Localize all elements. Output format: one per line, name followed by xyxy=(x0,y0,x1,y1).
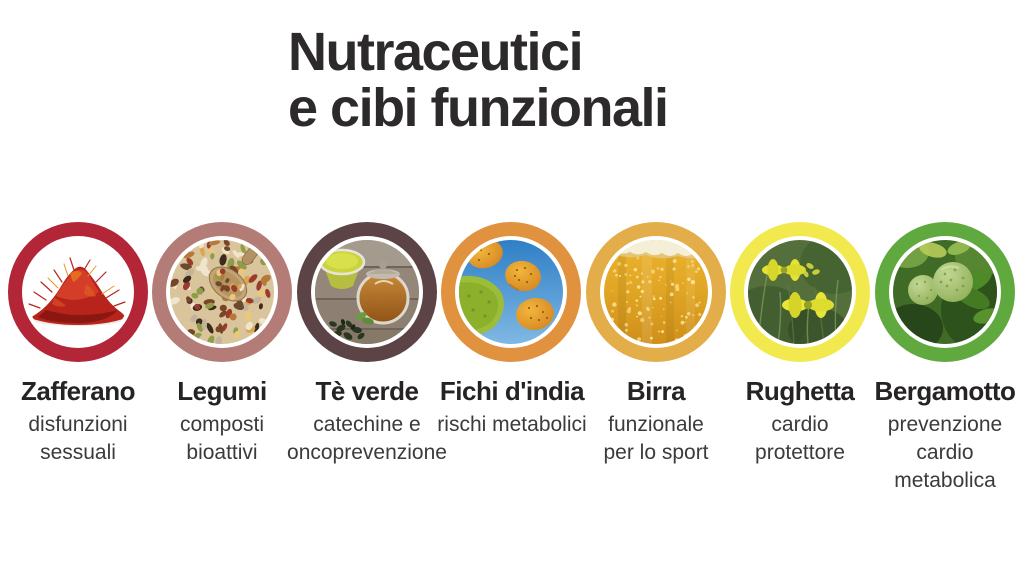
item-description: funzionale per lo sport xyxy=(603,413,709,464)
circle-rughetta xyxy=(730,222,870,362)
item-name: Rughetta xyxy=(745,376,855,406)
item-description: composti bioattivi xyxy=(179,413,265,464)
legumes-photo xyxy=(170,240,274,344)
label-legumi: Legumi composti bioattivi xyxy=(122,376,322,467)
green-tea-photo xyxy=(315,240,419,344)
label-bergamotto: Bergamotto prevenzione cardio metabolica xyxy=(845,376,1024,495)
prickly-pear-photo xyxy=(459,240,563,344)
beer-photo xyxy=(604,240,708,344)
item-name: Zafferano xyxy=(21,376,135,406)
item-description: disfunzioni sessuali xyxy=(28,413,128,464)
item-name: Fichi d'india xyxy=(439,376,585,406)
circle-birra xyxy=(586,222,726,362)
label-rughetta: Rughetta cardio protettore xyxy=(700,376,900,467)
bergamot-photo xyxy=(893,240,997,344)
page-title: Nutraceutici e cibi funzionali xyxy=(288,22,669,138)
item-description: catechine e oncoprevenzione xyxy=(287,413,447,464)
page-title-line2: e cibi funzionali xyxy=(288,78,669,138)
item-name: Birra xyxy=(626,376,686,406)
page-title-line1: Nutraceutici xyxy=(288,22,584,82)
item-name: Legumi xyxy=(177,376,267,406)
label-zafferano: Zafferano disfunzioni sessuali xyxy=(0,376,178,467)
circle-bergamotto xyxy=(875,222,1015,362)
item-description: cardio protettore xyxy=(755,413,845,464)
saffron-photo xyxy=(26,240,130,344)
item-name: Bergamotto xyxy=(874,376,1016,406)
circle-zafferano xyxy=(8,222,148,362)
circle-fichi-india xyxy=(441,222,581,362)
circle-te-verde xyxy=(297,222,437,362)
arugula-flowers-photo xyxy=(748,240,852,344)
label-fichi-india: Fichi d'india rischi metabolici xyxy=(412,376,612,439)
item-description: rischi metabolici xyxy=(437,413,587,436)
item-description: prevenzione cardio metabolica xyxy=(887,413,1003,492)
label-te-verde: Tè verde catechine e oncoprevenzione xyxy=(267,376,467,467)
circle-legumi xyxy=(152,222,292,362)
item-name: Tè verde xyxy=(315,376,419,406)
label-birra: Birra funzionale per lo sport xyxy=(556,376,756,467)
